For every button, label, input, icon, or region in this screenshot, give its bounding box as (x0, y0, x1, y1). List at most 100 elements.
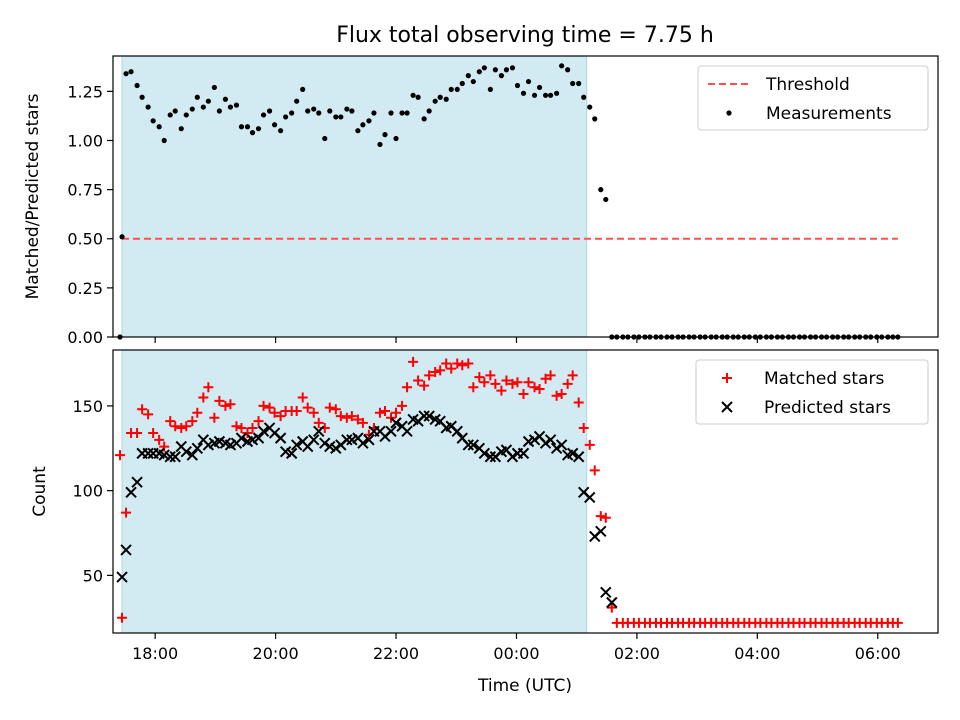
measurement-point (249, 130, 256, 136)
matched-star-point (137, 404, 148, 415)
predicted-star-point (451, 425, 463, 438)
measurement-point (415, 94, 421, 100)
measurement-point (294, 98, 300, 104)
legend-label: Measurements (766, 104, 892, 124)
legend-frame (695, 359, 929, 425)
measurement-point (603, 196, 609, 203)
measurement-point (278, 128, 284, 134)
measurement-point (547, 92, 554, 98)
measurement-point (316, 110, 322, 116)
x-tick-label: 00:00 (493, 644, 539, 663)
matched-star-point (363, 429, 374, 440)
matched-star-point (379, 406, 390, 417)
measurement-point (172, 108, 178, 114)
matched-star-point (551, 390, 562, 401)
chart-title: Flux total observing time = 7.75 h (336, 23, 714, 48)
predicted-star-point (544, 434, 557, 446)
legend-label: Matched stars (764, 369, 884, 389)
predicted-star-point (572, 451, 585, 463)
predicted-star-point (390, 417, 402, 429)
legend-matched-marker (722, 373, 732, 383)
measurement-point (156, 124, 162, 130)
x-axis-label: Time (UTC) (477, 676, 572, 696)
legend-label: Threshold (765, 75, 850, 95)
matched-star-point (225, 399, 236, 410)
matched-star-point (573, 397, 584, 408)
measurement-point (238, 124, 245, 130)
measurement-point (300, 86, 306, 93)
ratio-y-tick-label: 1.25 (67, 82, 103, 101)
matched-star-point (397, 400, 408, 411)
ratio-legend: Threshold Measurements (697, 65, 929, 131)
measurement-point (509, 65, 516, 71)
predicted-star-point (191, 442, 204, 454)
predicted-star-point (506, 451, 519, 463)
matched-star-point (181, 421, 192, 432)
measurement-point (349, 108, 355, 114)
measurement-point (525, 78, 532, 85)
matched-star-point (468, 382, 479, 393)
measurement-point (227, 104, 234, 110)
measurement-point (576, 80, 582, 87)
matched-star-point (192, 407, 203, 418)
matched-star-point (236, 422, 247, 433)
predicted-star-point (462, 439, 474, 451)
predicted-star-point (550, 442, 563, 454)
matched-star-point (330, 404, 341, 415)
ratio-subplot: 0.00 0.25 0.50 0.75 1.00 1.25 Matched/Predicte… (23, 55, 939, 347)
matched-star-point (335, 411, 346, 422)
counts-series-predicted-stars (116, 410, 618, 609)
measurement-point (454, 86, 460, 93)
matched-star-point (600, 512, 611, 523)
measurement-point (255, 126, 262, 132)
measurement-point (487, 86, 493, 93)
ratio-y-tick-label: 0.25 (67, 279, 103, 298)
predicted-star-point (274, 432, 287, 444)
predicted-star-point (120, 544, 132, 556)
measurement-point (377, 141, 383, 148)
matched-star-point (463, 358, 474, 369)
predicted-star-point (478, 447, 491, 460)
ratio-observing-window (122, 56, 587, 337)
measurement-point (289, 110, 295, 116)
measurement-point (266, 108, 273, 114)
measurement-point (183, 112, 189, 118)
measurement-point (437, 94, 443, 100)
predicted-star-point (595, 525, 607, 538)
measurement-point (211, 84, 217, 91)
matched-star-point (258, 400, 269, 411)
matched-star-point (324, 402, 335, 413)
matched-star-point (115, 450, 126, 461)
matched-star-point (352, 414, 363, 425)
matched-star-point (413, 375, 424, 386)
measurement-point (421, 116, 427, 122)
measurement-point (205, 98, 211, 104)
measurement-point (443, 96, 449, 102)
predicted-star-point (142, 447, 154, 460)
matched-star-point (308, 407, 319, 418)
matched-star-point (441, 358, 452, 369)
matched-star-point (606, 602, 617, 613)
predicted-star-point (116, 571, 128, 583)
measurement-point (355, 128, 361, 134)
measurement-point (536, 84, 543, 91)
measurement-point (139, 94, 145, 100)
matched-star-point (165, 416, 176, 427)
counts-axes-frame (112, 349, 939, 634)
measurement-point (327, 108, 333, 114)
ratio-series-measurements (117, 63, 901, 340)
matched-star-point (512, 377, 523, 388)
measurement-point (200, 104, 206, 110)
predicted-star-point (180, 445, 192, 458)
measurement-point (399, 110, 405, 116)
measurement-point (520, 90, 527, 96)
matched-star-point (452, 358, 463, 369)
measurement-point (366, 118, 372, 124)
measurement-point (531, 92, 538, 98)
matched-star-point (419, 380, 430, 391)
predicted-star-point (484, 451, 497, 463)
counts-legend: Matched stars Predicted stars (695, 359, 929, 425)
measurement-point (119, 234, 125, 240)
measurement-point (459, 80, 465, 87)
